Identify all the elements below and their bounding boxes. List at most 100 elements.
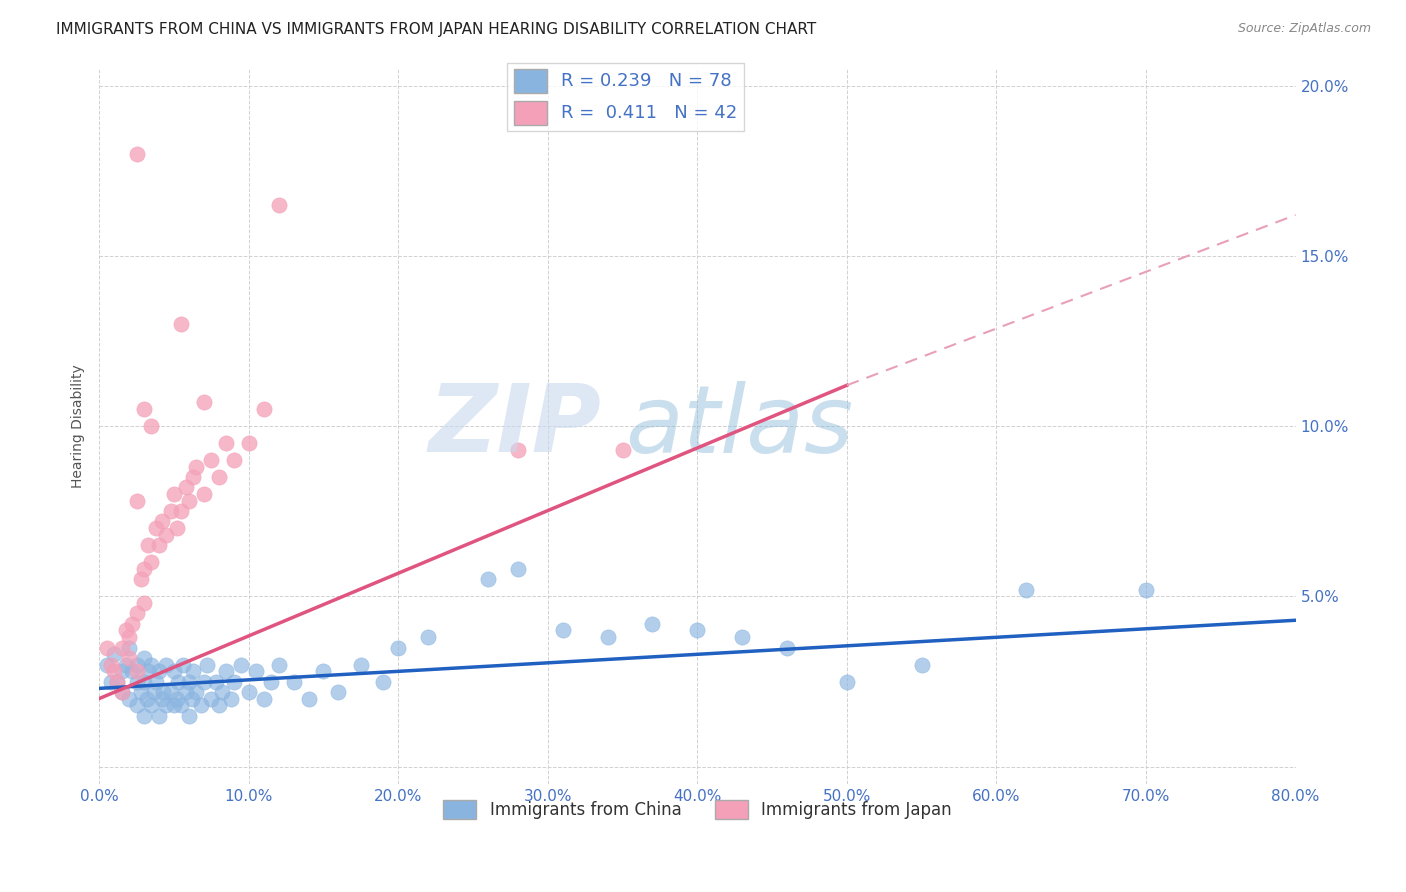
Point bbox=[283, 674, 305, 689]
Point bbox=[506, 442, 529, 457]
Point bbox=[105, 674, 128, 689]
Point bbox=[186, 460, 208, 475]
Text: atlas: atlas bbox=[626, 381, 853, 472]
Point bbox=[1135, 582, 1157, 597]
Point bbox=[125, 146, 148, 161]
Point bbox=[163, 698, 186, 713]
Point bbox=[174, 480, 197, 494]
Y-axis label: Hearing Disability: Hearing Disability bbox=[72, 364, 86, 488]
Point bbox=[195, 657, 218, 672]
Point bbox=[163, 487, 186, 501]
Point bbox=[177, 494, 200, 508]
Point bbox=[260, 674, 283, 689]
Point bbox=[148, 665, 170, 679]
Point bbox=[215, 436, 238, 450]
Point bbox=[238, 685, 260, 699]
Point bbox=[193, 487, 215, 501]
Point bbox=[132, 596, 155, 610]
Point bbox=[166, 691, 188, 706]
Point bbox=[152, 685, 174, 699]
Point bbox=[145, 674, 167, 689]
Point bbox=[208, 698, 231, 713]
Point bbox=[125, 657, 148, 672]
Point bbox=[506, 562, 529, 576]
Point bbox=[238, 436, 260, 450]
Point bbox=[121, 616, 143, 631]
Point bbox=[132, 674, 155, 689]
Point bbox=[150, 515, 173, 529]
Point bbox=[297, 691, 319, 706]
Point bbox=[148, 708, 170, 723]
Point bbox=[686, 624, 709, 638]
Point bbox=[125, 607, 148, 621]
Point bbox=[350, 657, 373, 672]
Point bbox=[211, 685, 233, 699]
Point bbox=[155, 528, 177, 542]
Point bbox=[177, 674, 200, 689]
Point bbox=[125, 698, 148, 713]
Point bbox=[121, 665, 143, 679]
Point bbox=[418, 630, 440, 644]
Point bbox=[208, 470, 231, 484]
Point bbox=[612, 442, 634, 457]
Point bbox=[160, 504, 183, 518]
Point bbox=[125, 665, 148, 679]
Point bbox=[150, 691, 173, 706]
Point bbox=[148, 538, 170, 552]
Point bbox=[136, 691, 159, 706]
Point bbox=[551, 624, 574, 638]
Point bbox=[118, 640, 141, 655]
Point bbox=[222, 453, 245, 467]
Point bbox=[170, 698, 193, 713]
Point bbox=[166, 521, 188, 535]
Point bbox=[96, 657, 118, 672]
Legend: Immigrants from China, Immigrants from Japan: Immigrants from China, Immigrants from J… bbox=[436, 793, 959, 825]
Point bbox=[155, 657, 177, 672]
Point bbox=[183, 470, 205, 484]
Point bbox=[231, 657, 253, 672]
Point bbox=[125, 494, 148, 508]
Point bbox=[731, 630, 754, 644]
Point bbox=[100, 657, 122, 672]
Point bbox=[118, 630, 141, 644]
Point bbox=[132, 562, 155, 576]
Point bbox=[138, 665, 160, 679]
Point bbox=[312, 665, 335, 679]
Point bbox=[193, 674, 215, 689]
Point bbox=[328, 685, 350, 699]
Point bbox=[267, 657, 290, 672]
Point bbox=[170, 317, 193, 331]
Point bbox=[141, 555, 163, 569]
Point bbox=[145, 521, 167, 535]
Point bbox=[911, 657, 934, 672]
Point bbox=[110, 685, 132, 699]
Point bbox=[776, 640, 799, 655]
Point bbox=[200, 453, 222, 467]
Point bbox=[141, 698, 163, 713]
Point bbox=[129, 685, 152, 699]
Point bbox=[163, 665, 186, 679]
Text: Source: ZipAtlas.com: Source: ZipAtlas.com bbox=[1237, 22, 1371, 36]
Point bbox=[245, 665, 267, 679]
Point bbox=[373, 674, 395, 689]
Point bbox=[222, 674, 245, 689]
Point bbox=[155, 698, 177, 713]
Point bbox=[219, 691, 242, 706]
Point bbox=[215, 665, 238, 679]
Point bbox=[204, 674, 226, 689]
Point bbox=[96, 640, 118, 655]
Point bbox=[110, 640, 132, 655]
Point bbox=[596, 630, 619, 644]
Point bbox=[132, 402, 155, 417]
Point bbox=[141, 657, 163, 672]
Point bbox=[190, 698, 212, 713]
Point bbox=[183, 665, 205, 679]
Point bbox=[641, 616, 664, 631]
Point bbox=[118, 650, 141, 665]
Point bbox=[253, 402, 276, 417]
Point bbox=[200, 691, 222, 706]
Point bbox=[1015, 582, 1038, 597]
Point bbox=[180, 691, 202, 706]
Point bbox=[174, 685, 197, 699]
Point bbox=[177, 708, 200, 723]
